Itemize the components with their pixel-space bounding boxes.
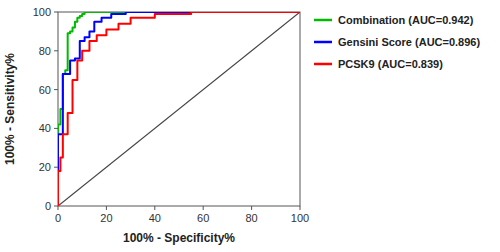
y-tick-label: 0 — [45, 200, 51, 212]
series-line — [58, 12, 300, 206]
y-tick — [54, 89, 58, 90]
y-tick-label: 80 — [39, 45, 51, 57]
x-tick — [203, 206, 204, 210]
x-tick — [106, 206, 107, 210]
legend-label: Combination (AUC=0.942) — [338, 14, 474, 26]
y-tick — [54, 128, 58, 129]
legend-swatch — [314, 63, 332, 66]
y-tick — [54, 167, 58, 168]
legend-label: PCSK9 (AUC=0.839) — [338, 58, 443, 70]
x-tick-label: 60 — [197, 212, 209, 224]
plot-frame — [58, 12, 300, 206]
x-tick-label: 80 — [245, 212, 257, 224]
legend-swatch — [314, 19, 332, 22]
x-tick-label: 100 — [291, 212, 309, 224]
y-tick-label: 100 — [33, 6, 51, 18]
x-tick-label: 40 — [149, 212, 161, 224]
x-tick — [300, 206, 301, 210]
x-axis-label: 100% - Specificity% — [123, 231, 235, 245]
legend-swatch — [314, 41, 332, 44]
y-tick-label: 20 — [39, 161, 51, 173]
series-line — [58, 12, 300, 206]
y-tick — [54, 50, 58, 51]
y-tick-label: 60 — [39, 84, 51, 96]
y-tick-label: 40 — [39, 122, 51, 134]
y-axis-label: 100% - Sensitivity% — [3, 53, 17, 165]
series-line — [58, 12, 300, 206]
legend-label: Gensini Score (AUC=0.896) — [338, 36, 480, 48]
x-tick-label: 0 — [55, 212, 61, 224]
chart: 0 20 40 60 80 100 0 20 40 60 80 100 100% - Specifici… — [0, 0, 500, 252]
x-tick — [154, 206, 155, 210]
reference-line — [58, 12, 300, 206]
y-tick — [54, 206, 58, 207]
legend: Combination (AUC=0.942) Gensini Score (AU… — [314, 14, 480, 70]
y-tick — [54, 12, 58, 13]
x-tick — [58, 206, 59, 210]
x-tick-label: 20 — [100, 212, 112, 224]
x-tick — [251, 206, 252, 210]
plot-area — [58, 12, 300, 206]
